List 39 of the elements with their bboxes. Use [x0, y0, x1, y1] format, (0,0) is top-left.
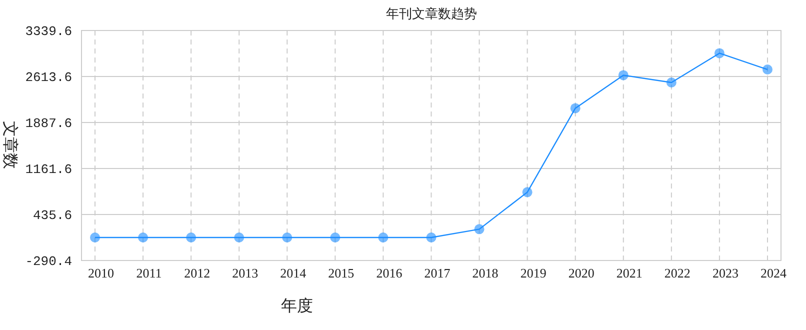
y-axis-title: 文章数 — [1, 121, 19, 169]
chart-title: 年刊文章数趋势 — [386, 6, 477, 21]
x-tick-label: 2019 — [520, 266, 546, 280]
y-tick-label: 2613.6 — [25, 70, 72, 85]
point — [522, 187, 532, 198]
point — [570, 103, 580, 114]
point — [330, 232, 340, 242]
point — [186, 232, 196, 242]
x-tick-label: 2014 — [280, 266, 307, 280]
point — [426, 232, 436, 242]
x-tick-label: 2017 — [424, 266, 451, 280]
x-axis-title: 年度 — [281, 297, 313, 315]
y-tick-label: 1161.6 — [25, 162, 72, 177]
x-tick-label: 2023 — [712, 266, 738, 280]
x-tick-label: 2024 — [760, 266, 787, 280]
y-tick-label: 1887.6 — [25, 116, 72, 131]
point — [474, 224, 484, 234]
x-tick-label: 2012 — [184, 266, 210, 280]
x-tick-label: 2013 — [232, 266, 258, 280]
point — [378, 232, 388, 242]
x-tick-label: 2018 — [472, 266, 498, 280]
y-tick-label: -290.4 — [25, 254, 72, 269]
point — [234, 232, 244, 242]
x-tick-label: 2020 — [568, 266, 594, 280]
x-tick-label: 2021 — [616, 266, 642, 280]
y-tick-label: 435.6 — [32, 208, 72, 223]
x-tick-label: 2022 — [664, 266, 690, 280]
x-tick-label: 2016 — [376, 266, 403, 280]
point — [618, 70, 628, 80]
point — [282, 232, 292, 242]
point — [714, 48, 724, 58]
y-tick-label: 3339.6 — [25, 24, 72, 39]
point — [762, 64, 772, 75]
point — [138, 232, 148, 242]
x-tick-label: 2011 — [136, 266, 162, 280]
x-tick-label: 2010 — [88, 266, 114, 280]
point — [666, 77, 676, 88]
point — [90, 232, 100, 242]
x-tick-label: 2015 — [328, 266, 354, 280]
